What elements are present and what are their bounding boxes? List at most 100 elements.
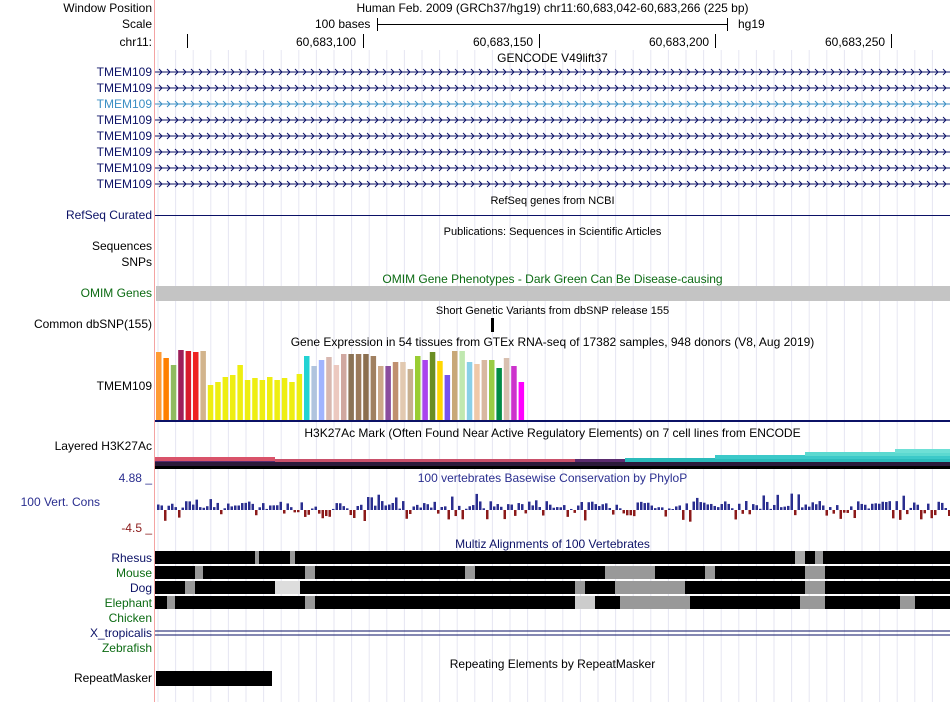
strand-chevron bbox=[766, 132, 771, 140]
strand-chevron bbox=[198, 68, 203, 76]
gtex-bar-13 bbox=[244, 380, 251, 420]
snps-label[interactable]: SNPs bbox=[121, 255, 152, 269]
alignment-block bbox=[690, 596, 800, 609]
gencode-label-2[interactable]: TMEM109 bbox=[96, 81, 152, 95]
strand-chevron bbox=[862, 116, 867, 124]
ruler-tick-3 bbox=[715, 34, 716, 48]
strand-chevron bbox=[478, 180, 483, 188]
gencode-label-5[interactable]: TMEM109 bbox=[96, 129, 152, 143]
strand-chevron bbox=[718, 164, 723, 172]
strand-chevron bbox=[614, 180, 619, 188]
strand-chevron bbox=[318, 100, 323, 108]
strand-chevron bbox=[382, 116, 387, 124]
strand-chevron bbox=[174, 116, 179, 124]
species-mouse[interactable]: Mouse bbox=[115, 566, 152, 580]
cons-bar bbox=[741, 510, 744, 514]
strand-chevron bbox=[566, 164, 571, 172]
dbsnp-label[interactable]: Common dbSNP(155) bbox=[33, 317, 152, 331]
strand-chevron bbox=[566, 68, 571, 76]
strand-chevron bbox=[430, 164, 435, 172]
strand-chevron bbox=[806, 68, 811, 76]
strand-chevron bbox=[790, 180, 795, 188]
gtex-label[interactable]: TMEM109 bbox=[96, 379, 152, 393]
strand-chevron bbox=[286, 180, 291, 188]
strand-chevron bbox=[318, 164, 323, 172]
cons-bar bbox=[843, 510, 846, 513]
strand-chevron bbox=[502, 84, 507, 92]
strand-chevron bbox=[750, 116, 755, 124]
gtex-bar-19 bbox=[289, 382, 295, 420]
gtex-bar-35 bbox=[407, 369, 414, 420]
strand-chevron bbox=[942, 132, 947, 140]
strand-chevron bbox=[710, 164, 715, 172]
species-elephant[interactable]: Elephant bbox=[104, 596, 152, 610]
strand-chevron bbox=[814, 132, 819, 140]
strand-chevron bbox=[942, 148, 947, 156]
strand-chevron bbox=[902, 132, 907, 140]
gencode-transcripts[interactable] bbox=[155, 65, 950, 195]
gtex-bar-chart[interactable] bbox=[155, 348, 950, 420]
gencode-label-1[interactable]: TMEM109 bbox=[96, 65, 152, 79]
strand-chevron bbox=[598, 148, 603, 156]
gencode-label-3[interactable]: TMEM109 bbox=[96, 97, 152, 111]
strand-chevron bbox=[446, 148, 451, 156]
omim-gene-bar[interactable] bbox=[156, 286, 950, 301]
strand-chevron bbox=[398, 100, 403, 108]
dbsnp-variant[interactable] bbox=[491, 318, 494, 332]
strand-chevron bbox=[454, 68, 459, 76]
conservation-plot[interactable] bbox=[155, 484, 950, 534]
species-rhesus[interactable]: Rhesus bbox=[111, 551, 152, 565]
cons-label[interactable]: 100 Vert. Cons bbox=[20, 495, 100, 509]
strand-chevron bbox=[502, 116, 507, 124]
gencode-label-8[interactable]: TMEM109 bbox=[96, 177, 152, 191]
strand-chevron bbox=[822, 100, 827, 108]
strand-chevron bbox=[894, 100, 899, 108]
strand-chevron bbox=[302, 68, 307, 76]
h3k27ac-label[interactable]: Layered H3K27Ac bbox=[54, 439, 152, 453]
sequences-label[interactable]: Sequences bbox=[91, 239, 152, 253]
strand-chevron bbox=[462, 180, 467, 188]
gtex-bar-33 bbox=[392, 362, 399, 420]
strand-chevron bbox=[214, 100, 219, 108]
strand-chevron bbox=[646, 116, 651, 124]
cons-bar bbox=[937, 501, 940, 510]
strand-chevron bbox=[798, 180, 803, 188]
strand-chevron bbox=[590, 180, 595, 188]
strand-chevron bbox=[494, 148, 499, 156]
strand-chevron bbox=[574, 116, 579, 124]
cons-bar bbox=[521, 504, 524, 510]
strand-chevron bbox=[910, 132, 915, 140]
strand-chevron bbox=[654, 100, 659, 108]
repeatmasker-element[interactable] bbox=[156, 671, 272, 686]
gencode-label-6[interactable]: TMEM109 bbox=[96, 145, 152, 159]
strand-chevron bbox=[190, 148, 195, 156]
species-dog[interactable]: Dog bbox=[129, 581, 152, 595]
strand-chevron bbox=[678, 100, 683, 108]
strand-chevron bbox=[654, 164, 659, 172]
strand-chevron bbox=[510, 116, 515, 124]
repeatmasker-label[interactable]: RepeatMasker bbox=[73, 671, 152, 685]
strand-chevron bbox=[710, 68, 715, 76]
strand-chevron bbox=[894, 180, 899, 188]
species-chicken[interactable]: Chicken bbox=[108, 611, 152, 625]
strand-chevron bbox=[694, 180, 699, 188]
strand-chevron bbox=[718, 116, 723, 124]
cons-bar bbox=[437, 510, 440, 514]
h3k27ac-signal[interactable] bbox=[155, 447, 950, 469]
gtex-bar-50 bbox=[518, 382, 525, 420]
refseq-gene-line[interactable] bbox=[155, 215, 950, 216]
gencode-label-4[interactable]: TMEM109 bbox=[96, 113, 152, 127]
alignment-block bbox=[705, 566, 715, 579]
alignment-block bbox=[295, 551, 795, 564]
strand-chevron bbox=[734, 148, 739, 156]
gencode-label-7[interactable]: TMEM109 bbox=[96, 161, 152, 175]
strand-chevron bbox=[262, 148, 267, 156]
species-zebrafish[interactable]: Zebrafish bbox=[101, 641, 152, 655]
strand-chevron bbox=[334, 68, 339, 76]
tracks-panel[interactable]: Human Feb. 2009 (GRCh37/hg19) chr11:60,6… bbox=[155, 0, 950, 702]
multiz-alignments[interactable] bbox=[155, 551, 950, 641]
species-xtropicalis[interactable]: X_tropicalis bbox=[89, 626, 152, 640]
omim-label[interactable]: OMIM Genes bbox=[80, 286, 152, 300]
strand-chevron bbox=[734, 180, 739, 188]
refseq-label[interactable]: RefSeq Curated bbox=[65, 208, 152, 222]
